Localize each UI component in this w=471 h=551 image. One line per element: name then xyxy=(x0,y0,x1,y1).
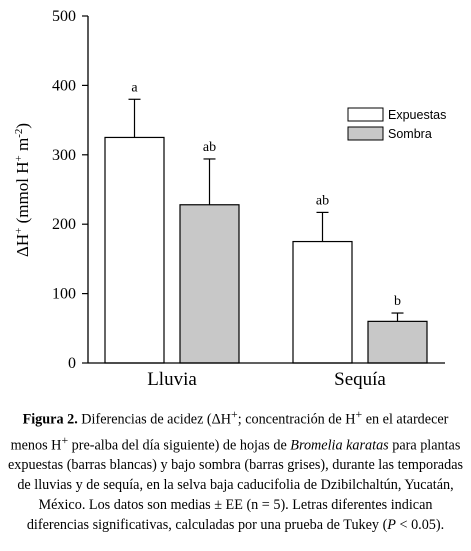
caption-species: Bromelia karatas xyxy=(290,437,389,454)
significance-letters: a ab ab b xyxy=(131,80,401,309)
y-label-m: m xyxy=(13,138,32,155)
caption-text-3: en el atardecer menos H xyxy=(10,411,449,454)
significance-letter: ab xyxy=(316,193,329,208)
caption-text-2: ; concentración de H xyxy=(237,411,356,428)
legend-swatch-expuestas xyxy=(347,107,384,122)
caption-text-4: pre-alba del día siguiente) de hojas de xyxy=(68,437,291,454)
legend-label-expuestas: Expuestas xyxy=(388,108,446,122)
legend: Expuestas Sombra xyxy=(347,107,446,141)
x-tick-label: Sequía xyxy=(334,369,386,390)
caption-sup-3: + xyxy=(61,432,69,447)
y-label-sup1: + xyxy=(13,228,25,234)
error-bars xyxy=(128,98,404,322)
x-tick-label: Lluvia xyxy=(147,369,197,390)
caption-label: Figura 2. xyxy=(22,411,78,428)
bar-expuestas-0 xyxy=(104,136,165,364)
caption-sup-2: + xyxy=(355,407,363,421)
y-tick-label: 300 xyxy=(52,147,76,164)
significance-letter: ab xyxy=(203,140,216,155)
y-tick-label: 500 xyxy=(52,8,76,25)
y-label-end: ) xyxy=(13,123,32,129)
significance-letter: b xyxy=(394,294,401,309)
bar-sombra-0 xyxy=(179,204,240,364)
caption-text-6: < 0.05). xyxy=(395,517,445,534)
y-axis-ticks: 0 100 200 300 400 500 xyxy=(52,8,88,372)
y-axis-label: ΔH+ (mmol H+ m-2) xyxy=(13,123,32,257)
x-axis-labels: Lluvia Sequía xyxy=(147,369,386,390)
bar-sombra-1 xyxy=(367,320,428,364)
caption-text-1: Diferencias de acidez (ΔH xyxy=(77,411,232,428)
y-label-sup3: -2 xyxy=(13,129,25,138)
y-tick-label: 200 xyxy=(52,216,76,233)
legend-label-sombra: Sombra xyxy=(388,127,432,141)
figure-caption: Figura 2. Diferencias de acidez (ΔH+; co… xyxy=(8,404,463,535)
caption-p: P xyxy=(387,517,396,534)
caption-text-5: para plantas expuestas (barras blancas) … xyxy=(8,437,464,534)
bars xyxy=(104,136,428,364)
bar-expuestas-1 xyxy=(292,240,353,364)
y-tick-label: 400 xyxy=(52,77,76,94)
y-label-mid: (mmol H xyxy=(13,162,32,228)
legend-swatch-sombra xyxy=(347,126,384,141)
y-label-delta: ΔH xyxy=(13,234,32,257)
caption-sup-1: + xyxy=(231,407,238,421)
y-tick-label: 100 xyxy=(52,286,76,303)
y-label-sup2: + xyxy=(13,155,25,161)
significance-letter: a xyxy=(131,80,138,95)
y-tick-label: 0 xyxy=(68,355,76,372)
